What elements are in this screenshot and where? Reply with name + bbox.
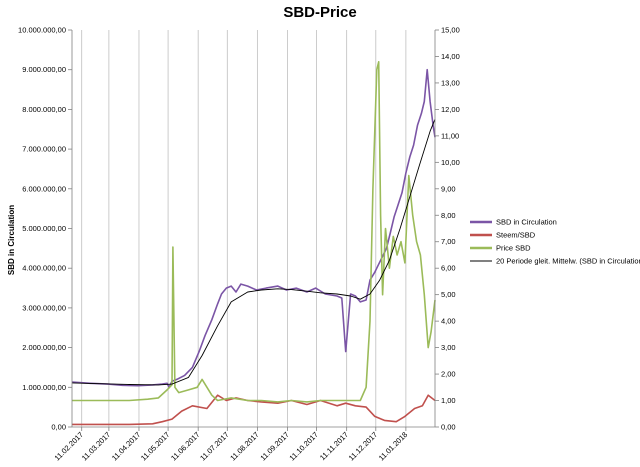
series-line-2 [72, 60, 436, 403]
y-tick-label: 10.000.000,00 [18, 26, 66, 35]
y2-tick-label: 3,00 [441, 343, 456, 352]
y2-tick-label: 1,00 [441, 396, 456, 405]
y-tick-label: 6.000.000,00 [22, 184, 66, 193]
plot-series [71, 60, 436, 426]
y2-tick-label: 15,00 [441, 26, 460, 35]
y-tick-label: 9.000.000,00 [22, 65, 66, 74]
y2-tick-label: 8,00 [441, 211, 456, 220]
y2-tick-label: 0,00 [441, 423, 456, 432]
y2-tick-label: 11,00 [441, 131, 459, 140]
y-tick-label: 1.000.000,00 [22, 383, 66, 392]
legend: SBD in Circulation Steem/SBD Price SBD 20 P… [470, 218, 640, 266]
y-tick-label: 5.000.000,00 [22, 224, 66, 233]
chart-title: SBD-Price [283, 4, 356, 21]
y2-tick-label: 2,00 [441, 370, 456, 379]
y2-tick-label: 4,00 [441, 317, 456, 326]
series-line-3 [71, 119, 436, 386]
legend-label-1: Steem/SBD [496, 231, 536, 240]
legend-label-2: Price SBD [496, 244, 531, 253]
y2-tick-label: 6,00 [441, 264, 456, 273]
y-tick-label: 4.000.000,00 [22, 264, 66, 273]
y2-tick-label: 7,00 [441, 237, 456, 246]
y-tick-label: 3.000.000,00 [22, 303, 66, 312]
y-tick-label: 2.000.000,00 [22, 343, 66, 352]
legend-label-3: 20 Periode gleit. Mittelw. (SBD in Circu… [496, 257, 640, 266]
y-tick-label: 7.000.000,00 [22, 145, 66, 154]
y-tick-label: 0,00 [51, 423, 66, 432]
y2-tick-label: 13,00 [441, 78, 460, 87]
plot-axes [68, 29, 439, 431]
y-axis-label: SBD in Circulation [7, 205, 16, 275]
y2-tick-label: 12,00 [441, 105, 460, 114]
y-tick-label: 8.000.000,00 [22, 105, 66, 114]
y2-tick-label: 14,00 [441, 52, 460, 61]
legend-label-0: SBD in Circulation [496, 218, 557, 227]
series-line-0 [71, 68, 436, 389]
y2-tick-label: 5,00 [441, 290, 456, 299]
y2-tick-label: 9,00 [441, 184, 456, 193]
y2-tick-label: 10,00 [441, 158, 460, 167]
